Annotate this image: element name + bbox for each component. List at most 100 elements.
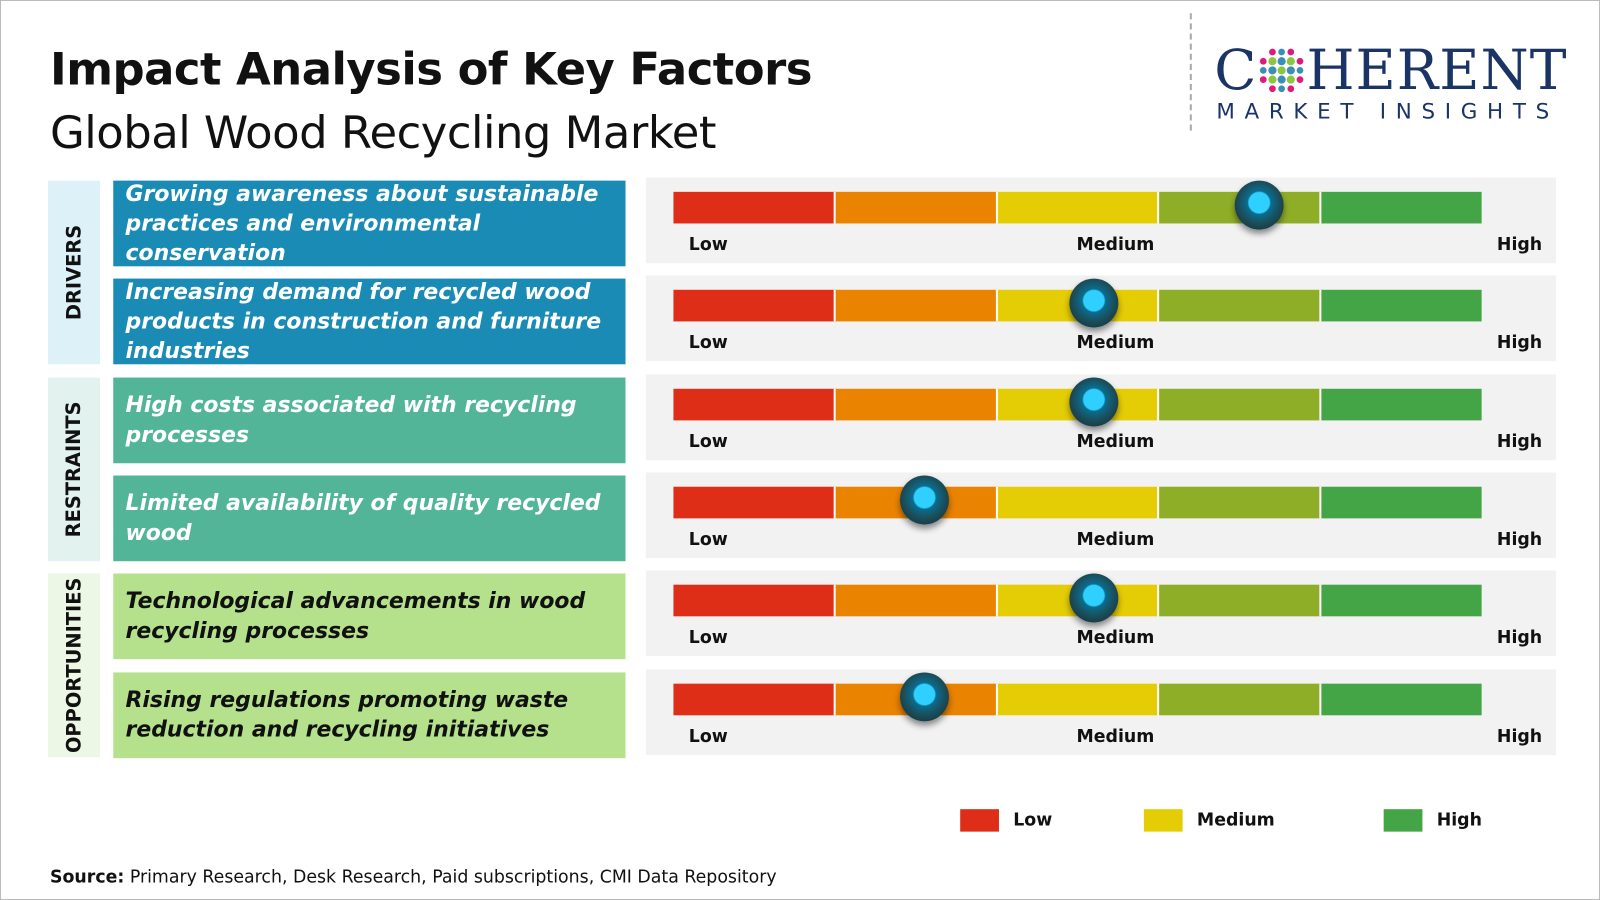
impact-marker bbox=[1069, 278, 1119, 328]
logo-dot bbox=[1296, 57, 1304, 65]
impact-gauge: Low Medium High bbox=[645, 275, 1557, 362]
legend-item: Low bbox=[960, 809, 1052, 832]
logo-dot bbox=[1278, 84, 1286, 92]
gauge-segment bbox=[1159, 584, 1322, 617]
impact-gauge: Low Medium High bbox=[645, 177, 1557, 264]
page-title: Impact Analysis of Key Factors bbox=[49, 43, 812, 96]
scale-medium-label: Medium bbox=[1076, 726, 1155, 747]
gauge-segment bbox=[835, 191, 998, 224]
impact-gauge: Low Medium High bbox=[645, 668, 1557, 755]
impact-marker bbox=[899, 475, 949, 525]
gauge-segment bbox=[1321, 486, 1482, 519]
scale-medium-label: Medium bbox=[1076, 234, 1155, 256]
gauge-segment bbox=[673, 486, 836, 519]
gauge-segment bbox=[1159, 486, 1322, 519]
factor-label: Increasing demand for recycled wood prod… bbox=[113, 278, 626, 365]
logo-dot bbox=[1268, 74, 1277, 84]
gauge-segment bbox=[835, 290, 998, 322]
gauge-segment bbox=[1159, 683, 1322, 715]
scale-low-label: Low bbox=[688, 529, 728, 550]
logo-dot bbox=[1278, 48, 1286, 55]
gauge-bar bbox=[673, 486, 1482, 519]
factor-label: High costs associated with recycling pro… bbox=[113, 377, 626, 463]
scale-high-label: High bbox=[1496, 234, 1543, 256]
gauge-segment bbox=[673, 388, 836, 420]
globe-dots-icon bbox=[1260, 48, 1304, 92]
scale-medium-label: Medium bbox=[1076, 431, 1155, 452]
scale-high-label: High bbox=[1496, 431, 1543, 452]
impact-gauge: Low Medium High bbox=[645, 570, 1557, 657]
impact-gauge: Low Medium High bbox=[645, 374, 1557, 460]
scale-medium-label: Medium bbox=[1076, 332, 1155, 354]
gauge-segment bbox=[835, 584, 998, 617]
gauge-segment bbox=[997, 486, 1160, 519]
factor-label: Growing awareness about sustainable prac… bbox=[113, 180, 626, 267]
impact-marker bbox=[899, 671, 949, 721]
legend-swatch bbox=[1143, 809, 1183, 832]
legend-item: Medium bbox=[1143, 809, 1275, 832]
logo-dot bbox=[1260, 57, 1267, 65]
legend-swatch bbox=[1383, 809, 1423, 832]
logo-dot bbox=[1296, 66, 1304, 74]
category-label: OPPORTUNITIES bbox=[47, 573, 100, 758]
logo-dot bbox=[1287, 74, 1296, 84]
logo-dot bbox=[1287, 65, 1296, 74]
page-subtitle: Global Wood Recycling Market bbox=[49, 107, 716, 160]
legend-swatch bbox=[960, 809, 999, 832]
gauge-bar bbox=[673, 388, 1482, 420]
category-label: RESTRAINTS bbox=[47, 377, 100, 562]
gauge-segment bbox=[1321, 584, 1482, 617]
scale-high-label: High bbox=[1496, 627, 1543, 649]
scale-medium-label: Medium bbox=[1076, 627, 1155, 649]
scale-low-label: Low bbox=[688, 332, 728, 354]
factor-label: Rising regulations promoting waste reduc… bbox=[113, 671, 626, 758]
gauge-segment bbox=[1321, 290, 1482, 322]
gauge-segment bbox=[673, 683, 836, 715]
logo-dot bbox=[1277, 56, 1287, 65]
scale-high-label: High bbox=[1496, 529, 1543, 550]
logo-dot bbox=[1260, 75, 1267, 83]
source-note: Source: Primary Research, Desk Research,… bbox=[49, 867, 777, 888]
scale-medium-label: Medium bbox=[1076, 529, 1155, 550]
logo-dot bbox=[1296, 75, 1304, 83]
logo-dot bbox=[1277, 65, 1287, 74]
logo-dot bbox=[1277, 74, 1287, 84]
factor-label: Technological advancements in wood recyc… bbox=[113, 573, 626, 660]
gauge-segment bbox=[1321, 683, 1482, 715]
logo-tagline: MARKET INSIGHTS bbox=[1216, 98, 1559, 124]
logo-wordmark: C HERENT bbox=[1214, 37, 1568, 103]
logo-dot bbox=[1287, 56, 1296, 65]
logo-dot bbox=[1269, 48, 1277, 55]
gauge-segment bbox=[997, 191, 1160, 224]
gauge-segment bbox=[673, 191, 836, 224]
gauge-segment bbox=[673, 584, 836, 617]
gauge-segment bbox=[1159, 388, 1322, 420]
impact-marker bbox=[1069, 377, 1119, 427]
impact-gauge: Low Medium High bbox=[645, 472, 1557, 559]
scale-low-label: Low bbox=[688, 431, 728, 452]
gauge-bar bbox=[673, 191, 1482, 224]
logo-dot bbox=[1269, 84, 1277, 92]
logo-dot bbox=[1287, 48, 1295, 55]
logo-dot bbox=[1268, 56, 1277, 65]
gauge-bar bbox=[673, 683, 1482, 715]
logo-dot bbox=[1260, 66, 1267, 74]
logo-dot bbox=[1268, 65, 1277, 74]
scale-high-label: High bbox=[1496, 726, 1543, 747]
coherent-logo: C HERENT MARKET INSIGHTS bbox=[1189, 13, 1590, 131]
scale-low-label: Low bbox=[688, 234, 728, 256]
scale-low-label: Low bbox=[688, 627, 728, 649]
category-label: DRIVERS bbox=[47, 180, 100, 365]
impact-marker bbox=[1069, 573, 1119, 623]
gauge-segment bbox=[997, 683, 1160, 715]
scale-high-label: High bbox=[1496, 332, 1543, 354]
legend-item: High bbox=[1383, 809, 1482, 832]
scale-low-label: Low bbox=[688, 726, 728, 747]
factor-label: Limited availability of quality recycled… bbox=[113, 475, 626, 562]
gauge-segment bbox=[1321, 191, 1482, 224]
impact-marker bbox=[1234, 180, 1284, 230]
gauge-segment bbox=[835, 388, 998, 420]
gauge-segment bbox=[673, 290, 836, 322]
gauge-segment bbox=[1159, 290, 1322, 322]
